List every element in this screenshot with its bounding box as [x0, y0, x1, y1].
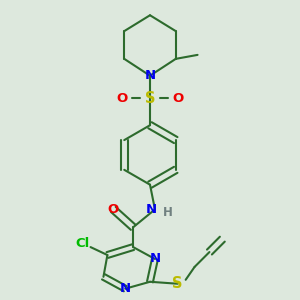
Text: N: N [146, 203, 157, 216]
Text: N: N [120, 282, 131, 295]
Text: O: O [108, 203, 119, 216]
Text: H: H [163, 206, 173, 219]
Text: N: N [149, 253, 161, 266]
Text: Cl: Cl [76, 237, 90, 250]
Text: N: N [144, 69, 156, 82]
Text: S: S [172, 276, 183, 291]
Text: S: S [145, 91, 155, 106]
Text: O: O [172, 92, 183, 105]
Text: O: O [117, 92, 128, 105]
